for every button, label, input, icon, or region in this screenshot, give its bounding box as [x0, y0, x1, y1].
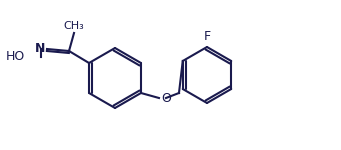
Text: O: O — [161, 92, 171, 105]
Text: CH₃: CH₃ — [64, 21, 84, 31]
Text: F: F — [204, 30, 210, 43]
Text: N: N — [35, 42, 45, 56]
Text: HO: HO — [6, 51, 25, 63]
